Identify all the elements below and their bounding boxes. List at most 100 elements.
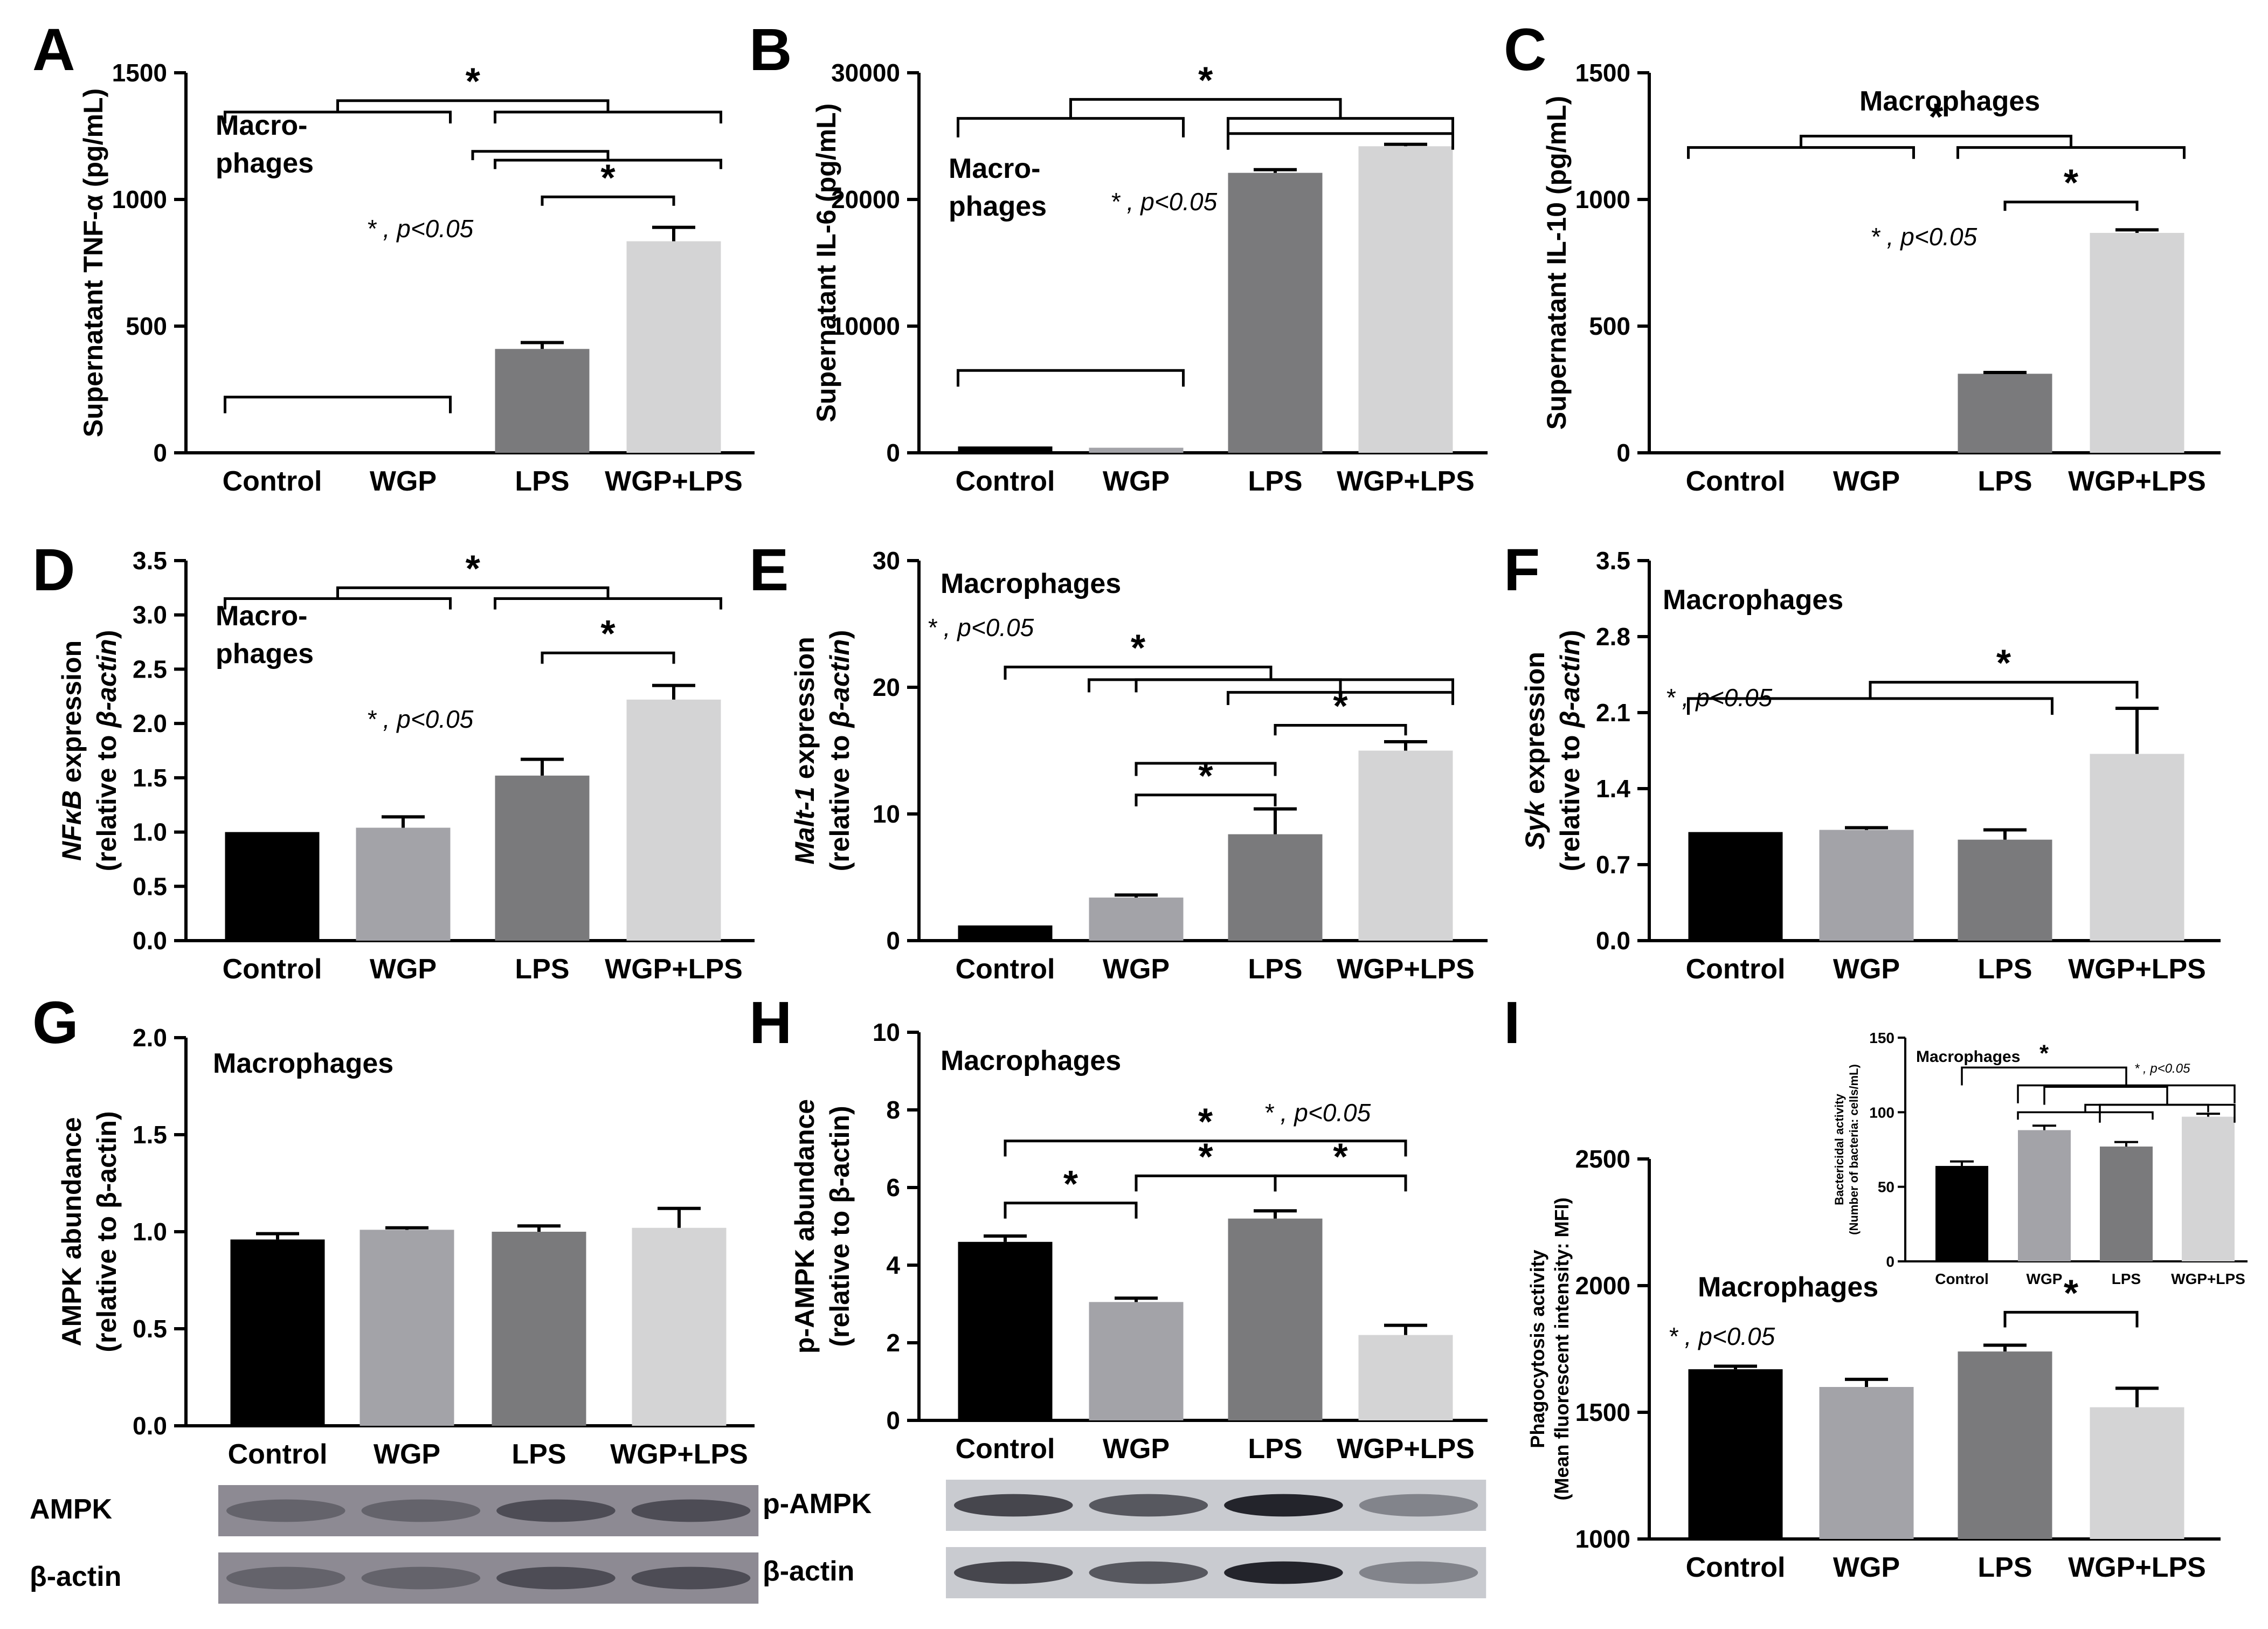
significance-bracket — [1136, 680, 1453, 705]
y-label-part: (relative to — [825, 1203, 855, 1347]
y-label-part: β-actin — [825, 639, 855, 728]
bracket-line — [958, 119, 1184, 137]
x-tick-label: WGP+LPS — [2068, 466, 2206, 497]
bar-wgp — [1820, 830, 1914, 941]
significance-star: * — [1198, 755, 1213, 797]
bar-lps — [1958, 374, 2052, 453]
x-tick-label: WGP+LPS — [1337, 466, 1475, 497]
y-label-part: (relative to — [825, 728, 855, 872]
blot-band — [954, 1562, 1073, 1584]
y-tick-label: 1500 — [112, 59, 167, 87]
panel-title: phages — [216, 638, 314, 669]
x-tick-label: LPS — [1248, 1433, 1302, 1465]
y-tick-label: 0.5 — [133, 872, 167, 900]
panel-letter: E — [749, 537, 789, 603]
inset-bar — [2182, 1117, 2235, 1261]
inset-y-tick-label: 150 — [1869, 1030, 1894, 1046]
significance-star: * — [2039, 1040, 2049, 1066]
y-tick-label: 20 — [873, 673, 900, 701]
y-axis-label-line2: (relative to β-actin) — [825, 1106, 855, 1347]
significance-star: * — [2064, 162, 2079, 204]
y-axis-label-line1: Malt-1 expression — [790, 637, 820, 864]
bracket-line — [2005, 1312, 2137, 1327]
blot-band — [1359, 1562, 1478, 1584]
inset-bar — [2100, 1147, 2153, 1261]
y-tick-label: 2.8 — [1596, 623, 1630, 651]
blot-band — [362, 1500, 480, 1522]
y-tick-label: 2.1 — [1596, 699, 1630, 727]
significance-bracket — [473, 151, 721, 169]
inset-bar — [1935, 1166, 1988, 1261]
x-tick-label: LPS — [1977, 1552, 2032, 1583]
y-axis-label-line2: (Mean fluorescent intensity: MFI) — [1551, 1197, 1573, 1500]
bar-control — [1689, 1369, 1783, 1539]
panel-letter: D — [32, 537, 75, 603]
blot-band — [496, 1567, 615, 1590]
y-tick-label: 1.5 — [133, 1121, 167, 1149]
bracket-line — [1071, 99, 1341, 118]
panel-c: C050010001500Control WGP LPS WGP+LPSSuperna… — [1504, 17, 2221, 497]
panel-title: Macrophages — [941, 568, 1121, 599]
blot-band — [496, 1500, 615, 1522]
significance-star: * — [466, 60, 481, 102]
panel-title: phages — [216, 148, 314, 179]
x-tick-label: WGP — [1833, 954, 1900, 985]
bar-control — [225, 832, 320, 941]
bracket-line — [495, 599, 721, 610]
y-tick-label: 3.5 — [133, 547, 167, 575]
bracket-line — [542, 653, 674, 664]
y-tick-label: 0.0 — [133, 1412, 167, 1440]
bar-wgp-plus-lps — [627, 700, 721, 941]
significance-note: * , p<0.05 — [367, 705, 474, 733]
y-label-part: β-actin — [92, 1120, 122, 1209]
bar-wgp — [1820, 1387, 1914, 1539]
panel-e: E0102030Control WGP LPS WGP+LPSMalt-1 expre… — [749, 537, 1488, 985]
y-tick-label: 4 — [886, 1251, 900, 1279]
y-tick-label: 0.0 — [1596, 927, 1630, 955]
x-tick-label: LPS — [515, 466, 569, 497]
significance-bracket: * — [542, 612, 674, 664]
y-label-part: ) — [92, 630, 122, 639]
panel-h: H0246810Control WGP LPS WGP+LPSp-AMPK abund… — [749, 990, 1488, 1598]
y-tick-label: 10 — [873, 800, 900, 828]
bracket-line — [225, 397, 451, 413]
panel-title: Macrophages — [213, 1048, 393, 1079]
y-tick-label: 20000 — [831, 185, 900, 213]
x-tick-label: WGP — [374, 1439, 440, 1470]
significance-bracket: * — [542, 156, 674, 205]
inset-chart: 050100150Control WGP LPS WGP+LPSBactericida… — [1833, 1030, 2248, 1287]
significance-star: * — [600, 612, 616, 654]
blot-band — [1359, 1494, 1478, 1517]
panel-title: Macrophages — [941, 1045, 1121, 1076]
bar-control — [958, 1242, 1053, 1420]
x-tick-label: WGP — [370, 954, 437, 985]
bracket-line — [1689, 148, 1914, 159]
x-tick-label: LPS — [515, 954, 569, 985]
y-tick-label: 500 — [1589, 312, 1630, 340]
x-tick-label: Control — [956, 1433, 1055, 1465]
bar-wgp — [360, 1230, 454, 1426]
significance-bracket: * — [1005, 1163, 1136, 1219]
y-tick-label: 0 — [1616, 439, 1630, 467]
significance-note: * , p<0.05 — [367, 215, 474, 243]
y-tick-label: 1.0 — [133, 1218, 167, 1246]
blot-band — [1089, 1562, 1208, 1584]
y-tick-label: 1.5 — [133, 764, 167, 792]
y-axis-label-line2: (relative to β-actin) — [92, 1111, 122, 1352]
y-tick-label: 0.0 — [133, 927, 167, 955]
inset-y-label: Bactericidal activity — [1833, 1093, 1846, 1205]
x-tick-label: LPS — [1248, 466, 1302, 497]
bar-wgp — [1089, 898, 1184, 941]
y-tick-label: 2 — [886, 1329, 900, 1357]
y-tick-label: 3.5 — [1596, 547, 1630, 575]
panel-letter: A — [32, 17, 75, 83]
x-tick-label: Control — [956, 954, 1055, 985]
blot-label: p-AMPK — [763, 1488, 872, 1520]
y-tick-label: 1000 — [112, 185, 167, 213]
bar-lps — [495, 349, 590, 453]
bracket-line — [1275, 1176, 1406, 1191]
y-label-part: expression — [1520, 652, 1550, 802]
y-axis-label-line2: (relative to β-actin) — [825, 630, 855, 872]
blot-band — [632, 1567, 750, 1590]
y-tick-label: 0.7 — [1596, 851, 1630, 879]
